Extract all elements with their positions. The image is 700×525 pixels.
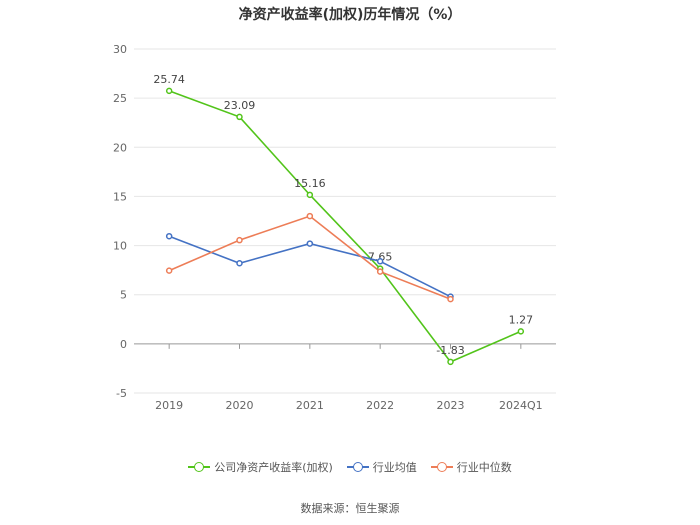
- y-tick-label: 30: [113, 43, 127, 56]
- data-label: 23.09: [224, 99, 256, 112]
- data-point-2: [376, 268, 384, 275]
- data-point-0: [517, 328, 525, 335]
- legend-swatch-mean-icon: [346, 461, 369, 473]
- y-tick-label: 20: [113, 141, 127, 154]
- legend-label-mean: 行业均值: [372, 461, 417, 474]
- series-line-0: [168, 90, 522, 363]
- legend-item-industry-median[interactable]: 行业中位数: [430, 459, 512, 475]
- legend: 公司净资产收益率(加权) 行业均值 行业中位数: [0, 459, 700, 475]
- y-tick-label: 25: [113, 92, 127, 105]
- x-tick-label: 2024Q1: [499, 399, 543, 412]
- data-point-2: [165, 267, 173, 274]
- legend-item-industry-mean[interactable]: 行业均值: [346, 459, 417, 475]
- data-point-0: [447, 358, 454, 366]
- legend-label-company: 公司净资产收益率(加权): [214, 461, 333, 474]
- line-chart: -5 0 5 10 15 20 25 30 2019 2020 2021 2022 2023 2024Q1…: [113, 43, 556, 412]
- x-tick-label: 2022: [366, 399, 394, 412]
- data-point-2: [447, 295, 454, 303]
- data-label: 1.27: [509, 313, 534, 326]
- legend-swatch-company-icon: [188, 461, 211, 473]
- data-point-0: [236, 113, 243, 121]
- y-tick-label: 5: [120, 289, 127, 302]
- data-point-2: [236, 236, 243, 244]
- data-point-0: [165, 87, 173, 95]
- y-tick-label: -5: [116, 387, 127, 400]
- y-tick-label: 10: [113, 240, 127, 253]
- x-tick-label: 2020: [226, 399, 254, 412]
- legend-item-company[interactable]: 公司净资产收益率(加权): [188, 459, 333, 475]
- x-tick-label: 2021: [296, 399, 324, 412]
- chart-title: 净资产收益率(加权)历年情况（%）: [238, 7, 462, 23]
- data-point-0: [306, 191, 314, 199]
- y-tick-label: 15: [113, 190, 127, 203]
- data-point-1: [376, 258, 384, 265]
- series-line-2: [168, 215, 451, 300]
- legend-label-median: 行业中位数: [456, 461, 512, 474]
- data-point-1: [165, 232, 173, 240]
- x-tick-label: 2019: [155, 399, 183, 412]
- data-point-1: [236, 260, 243, 267]
- x-tick-label: 2023: [437, 399, 465, 412]
- data-label: 25.74: [153, 73, 185, 86]
- data-label: -1.83: [436, 344, 464, 357]
- data-point-2: [306, 212, 314, 220]
- data-source: 数据来源：恒生聚源: [300, 502, 400, 515]
- data-label: 15.16: [294, 177, 326, 190]
- legend-swatch-median-icon: [430, 461, 453, 473]
- y-tick-label: 0: [120, 338, 127, 351]
- data-point-1: [306, 240, 314, 247]
